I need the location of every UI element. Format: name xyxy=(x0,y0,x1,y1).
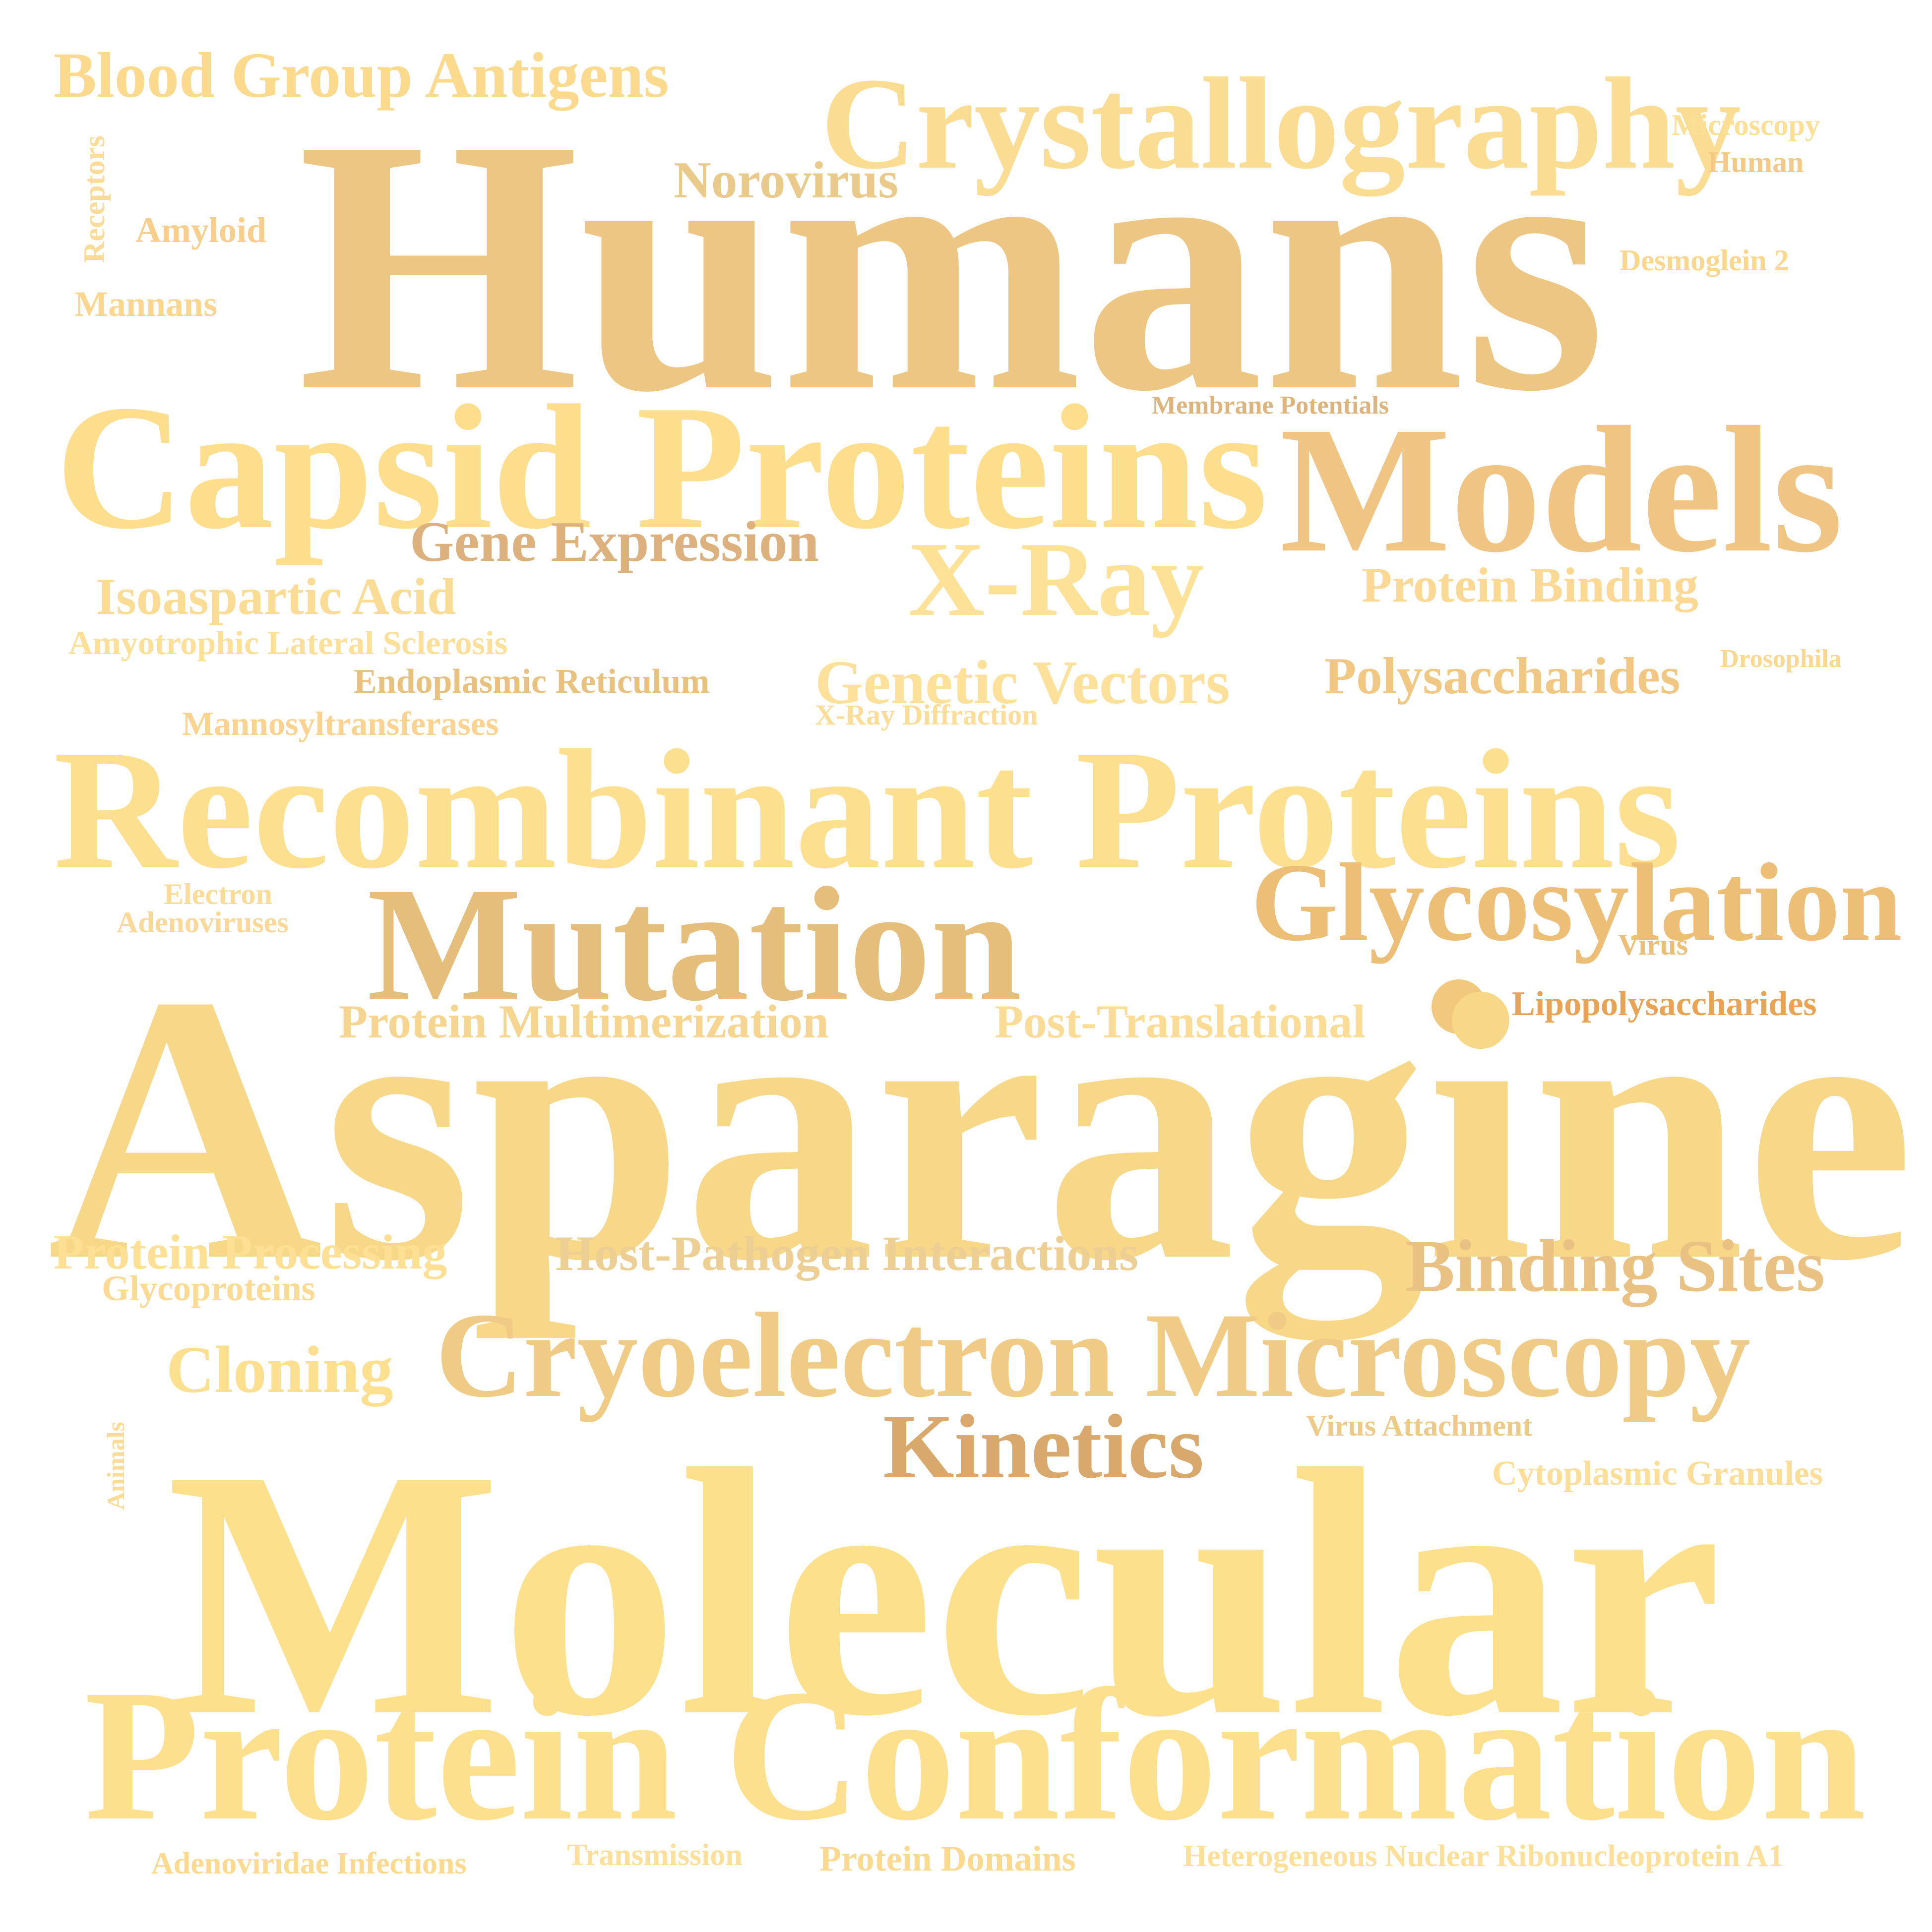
word-crystallography: Crystallography xyxy=(821,51,1741,196)
word-models: Models xyxy=(1280,389,1843,590)
word-membrane-potentials: Membrane Potentials xyxy=(1152,391,1389,420)
word-heterogeneous-nuclear-ribonucleoprotein-a1: Heterogeneous Nuclear Ribonucleoprotein … xyxy=(1183,1839,1784,1873)
word-humans: Humans xyxy=(298,64,1606,466)
word-asparagine: Asparagine xyxy=(47,916,1915,1339)
word-virus-attachment: Virus Attachment xyxy=(1306,1409,1533,1442)
word-recombinant-proteins: Recombinant Proteins xyxy=(54,715,1681,904)
word-glycosylation: Glycosylation xyxy=(1251,840,1902,964)
word-electron: Electron xyxy=(164,878,272,910)
word-molecular: Molecular xyxy=(166,1396,1722,1789)
word-amyloid: Amyloid xyxy=(135,210,267,250)
word-human: Human xyxy=(1708,146,1804,179)
word-cloning: Cloning xyxy=(166,1333,393,1407)
word-host-pathogen-interactions: Host-Pathogen Interactions xyxy=(556,1226,1138,1281)
word-genetic-vectors: Genetic Vectors xyxy=(815,649,1230,717)
word-protein-domains: Protein Domains xyxy=(819,1839,1076,1878)
word-blood-group-antigens: Blood Group Antigens xyxy=(54,40,669,111)
word-adenoviruses: Adenoviruses xyxy=(117,906,289,939)
word-animals: Animals xyxy=(102,1422,129,1510)
word-cytoplasmic-granules: Cytoplasmic Granules xyxy=(1492,1454,1823,1493)
word-mannans: Mannans xyxy=(74,284,218,324)
word-norovirus: Norovirus xyxy=(674,151,899,209)
word-mutation: Mutation xyxy=(367,854,1022,1035)
word-post-translational: Post-Translational xyxy=(995,995,1366,1048)
word-cryoelectron-microscopy: Cryoelectron Microscopy xyxy=(436,1288,1751,1422)
word-lipopolysaccharides: Lipopolysaccharides xyxy=(1512,985,1817,1023)
word-protein-conformation: Protein Conformation xyxy=(84,1651,1867,1860)
word-binding-sites: Binding Sites xyxy=(1405,1225,1825,1307)
word-protein-binding: Protein Binding xyxy=(1362,557,1698,612)
word-protein-multimerization: Protein Multimerization xyxy=(339,995,829,1048)
word-gene-expression: Gene Expression xyxy=(410,510,819,573)
word-mannosyltransferases: Mannosyltransferases xyxy=(182,705,499,742)
word-isoaspartic-acid: Isoaspartic Acid xyxy=(96,567,456,625)
word-endoplasmic-reticulum: Endoplasmic Reticulum xyxy=(354,663,710,701)
word-transmission: Transmission xyxy=(567,1838,743,1872)
word-virus: Virus xyxy=(1618,928,1688,961)
word-polysaccharides: Polysaccharides xyxy=(1324,647,1681,705)
word-protein-processing: Protein Processing xyxy=(54,1224,447,1279)
word-desmoglein-2: Desmoglein 2 xyxy=(1620,244,1789,277)
word-drosophila: Drosophila xyxy=(1720,645,1842,673)
word-receptors: Receptors xyxy=(78,135,111,263)
word-capsid-proteins: Capsid Proteins xyxy=(56,368,1268,566)
word-glycoproteins: Glycoproteins xyxy=(102,1268,315,1308)
word-x-ray-diffraction: X-Ray Diffraction xyxy=(815,699,1038,731)
dot-mark xyxy=(1432,979,1486,1034)
word-kinetics: Kinetics xyxy=(883,1396,1204,1498)
word-adenoviridae-infections: Adenoviridae Infections xyxy=(151,1847,467,1880)
word-microscopy: Microscopy xyxy=(1672,109,1820,141)
word-amyotrophic-lateral-sclerosis: Amyotrophic Lateral Sclerosis xyxy=(68,624,508,662)
word-x-ray: X-Ray xyxy=(908,520,1204,638)
